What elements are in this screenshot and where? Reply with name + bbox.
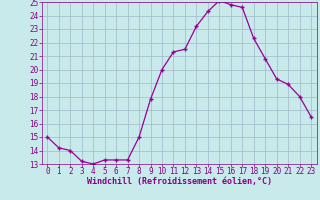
X-axis label: Windchill (Refroidissement éolien,°C): Windchill (Refroidissement éolien,°C): [87, 177, 272, 186]
